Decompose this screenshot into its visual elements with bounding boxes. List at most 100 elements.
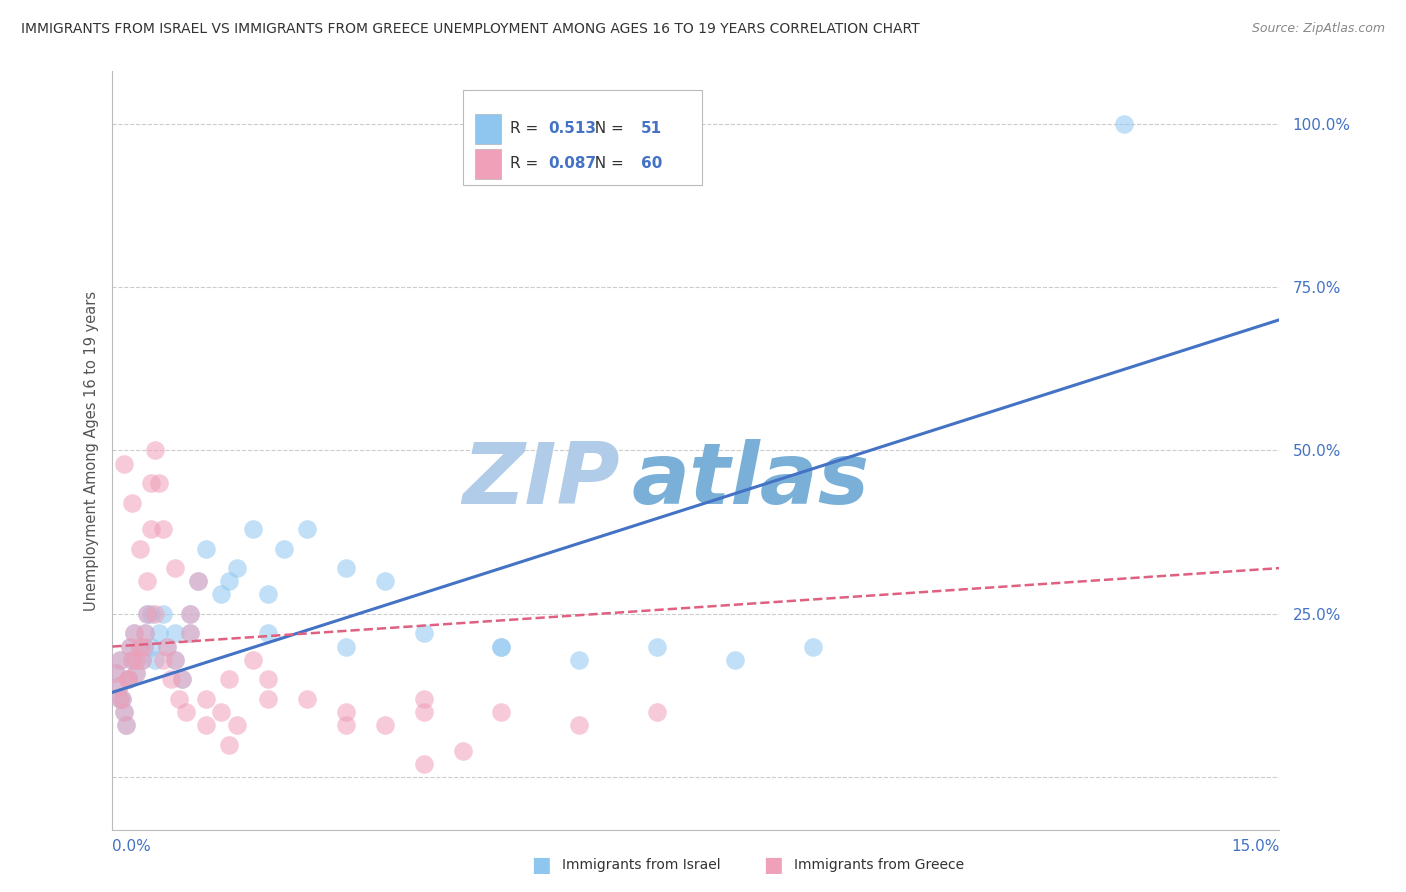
Point bbox=[257, 626, 280, 640]
Point bbox=[136, 607, 159, 621]
Point bbox=[491, 640, 513, 654]
Point bbox=[187, 574, 209, 589]
Point bbox=[141, 476, 163, 491]
Point bbox=[491, 640, 513, 654]
Point bbox=[118, 640, 141, 654]
Point bbox=[335, 718, 357, 732]
Point bbox=[111, 691, 134, 706]
Point bbox=[374, 574, 396, 589]
Point bbox=[125, 652, 148, 666]
Point bbox=[724, 652, 747, 666]
Point bbox=[257, 587, 280, 601]
Point bbox=[335, 640, 357, 654]
Point bbox=[242, 522, 264, 536]
Point bbox=[143, 607, 166, 621]
Point bbox=[412, 757, 434, 772]
Text: Immigrants from Greece: Immigrants from Greece bbox=[794, 858, 965, 872]
Point bbox=[273, 541, 295, 556]
Point bbox=[209, 587, 232, 601]
Point bbox=[412, 691, 434, 706]
Point bbox=[134, 626, 156, 640]
Point bbox=[163, 561, 186, 575]
Point bbox=[163, 652, 186, 666]
Point bbox=[122, 626, 145, 640]
Point bbox=[1112, 117, 1135, 131]
Point bbox=[568, 652, 591, 666]
Point bbox=[105, 665, 128, 680]
Point bbox=[117, 672, 139, 686]
Text: Source: ZipAtlas.com: Source: ZipAtlas.com bbox=[1251, 22, 1385, 36]
Text: ■: ■ bbox=[763, 855, 783, 875]
Point bbox=[107, 679, 129, 693]
Point bbox=[295, 522, 318, 536]
Point bbox=[128, 640, 150, 654]
Point bbox=[110, 652, 132, 666]
Point bbox=[110, 691, 132, 706]
Point bbox=[121, 652, 143, 666]
Point bbox=[176, 705, 198, 719]
Point bbox=[163, 652, 186, 666]
Point bbox=[209, 705, 232, 719]
Point bbox=[122, 626, 145, 640]
Point bbox=[167, 691, 190, 706]
Point bbox=[152, 607, 174, 621]
Point bbox=[218, 574, 240, 589]
Point bbox=[257, 691, 280, 706]
Text: 0.0%: 0.0% bbox=[112, 839, 152, 855]
Point bbox=[335, 705, 357, 719]
Point bbox=[179, 626, 201, 640]
Point bbox=[128, 541, 150, 556]
Point bbox=[128, 640, 150, 654]
Point bbox=[131, 652, 153, 666]
Point bbox=[134, 626, 156, 640]
Point bbox=[117, 672, 139, 686]
Text: 60: 60 bbox=[641, 156, 662, 171]
Text: 51: 51 bbox=[641, 121, 662, 136]
Point bbox=[801, 640, 824, 654]
Point bbox=[218, 672, 240, 686]
Point bbox=[136, 607, 159, 621]
Point bbox=[152, 652, 174, 666]
Point bbox=[152, 522, 174, 536]
Point bbox=[568, 718, 591, 732]
Point bbox=[117, 672, 139, 686]
Point bbox=[645, 705, 668, 719]
Text: 0.087: 0.087 bbox=[548, 156, 596, 171]
Text: N =: N = bbox=[585, 121, 628, 136]
Point bbox=[107, 679, 129, 693]
Text: IMMIGRANTS FROM ISRAEL VS IMMIGRANTS FROM GREECE UNEMPLOYMENT AMONG AGES 16 TO 1: IMMIGRANTS FROM ISRAEL VS IMMIGRANTS FRO… bbox=[21, 22, 920, 37]
Point bbox=[172, 672, 194, 686]
Point bbox=[163, 626, 186, 640]
Point bbox=[295, 691, 318, 706]
Point bbox=[111, 691, 134, 706]
Text: atlas: atlas bbox=[631, 439, 870, 523]
Point bbox=[121, 496, 143, 510]
Point bbox=[156, 640, 179, 654]
Point bbox=[226, 718, 249, 732]
Point bbox=[131, 652, 153, 666]
Point bbox=[374, 718, 396, 732]
Point bbox=[143, 652, 166, 666]
Point bbox=[112, 705, 135, 719]
Point bbox=[125, 652, 148, 666]
Point bbox=[148, 626, 170, 640]
Point bbox=[112, 457, 135, 471]
Point bbox=[194, 541, 217, 556]
Text: N =: N = bbox=[585, 156, 628, 171]
Point bbox=[143, 443, 166, 458]
Point bbox=[136, 574, 159, 589]
Point bbox=[172, 672, 194, 686]
Point bbox=[156, 640, 179, 654]
Text: R =: R = bbox=[510, 121, 544, 136]
Point bbox=[242, 652, 264, 666]
Point bbox=[412, 705, 434, 719]
Point bbox=[132, 640, 155, 654]
Point bbox=[110, 691, 132, 706]
Point bbox=[148, 476, 170, 491]
Point bbox=[160, 672, 183, 686]
Point bbox=[118, 640, 141, 654]
Point bbox=[125, 665, 148, 680]
Point bbox=[491, 705, 513, 719]
Point bbox=[179, 607, 201, 621]
Point bbox=[218, 738, 240, 752]
